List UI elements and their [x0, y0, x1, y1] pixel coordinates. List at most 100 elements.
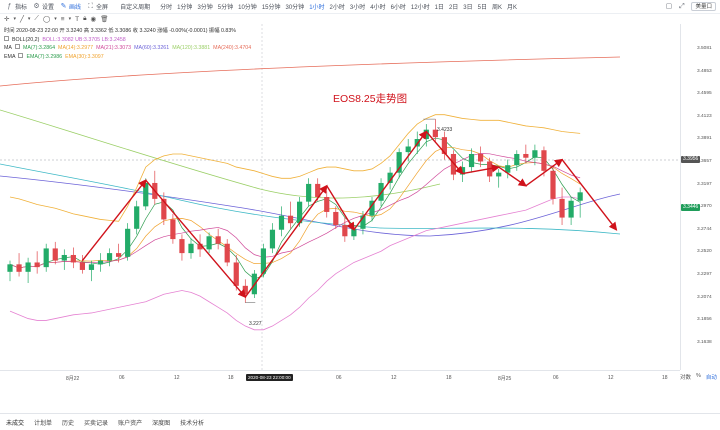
period-option[interactable]: 3日 — [463, 5, 473, 11]
time-label: 12 — [174, 375, 180, 381]
chevron-down-icon[interactable]: ▾ — [54, 16, 57, 22]
period-option[interactable]: 2日 — [448, 5, 459, 11]
expand-icon[interactable]: ⤢ — [679, 3, 685, 10]
visibility-checkbox[interactable] — [18, 52, 24, 58]
period-option[interactable]: 4小时 — [370, 5, 386, 11]
price-axis[interactable]: 3.5081 3.4853 3.4595 3.4123 3.3891 3.3657 3.31… — [680, 24, 720, 370]
trend-arrow — [462, 164, 501, 175]
period-option[interactable]: 1小时 — [309, 5, 325, 11]
ohlc-readout: 时间 2020-08-23 22:00 开 3.3240 高 3.3362 低 … — [4, 27, 251, 36]
chevron-down-icon[interactable]: ▾ — [27, 16, 31, 22]
period-option[interactable]: 15分钟 — [261, 5, 281, 11]
draw-line-button[interactable]: ✎ 画线 — [60, 2, 81, 11]
camera-icon[interactable]: ▢ — [665, 3, 673, 10]
ma-value: MA(7):3.2864 — [22, 45, 56, 51]
candle-body — [568, 200, 574, 218]
eye-icon[interactable]: ◉ — [90, 16, 97, 23]
text-tool-icon[interactable]: T — [75, 15, 80, 23]
boll-legend[interactable]: BOLL(20,2) BOLL:3.3082 UB:3.3705 LB:3.24… — [4, 35, 251, 45]
crosshair-icon[interactable]: ✛ — [4, 16, 10, 23]
trend-arrow — [425, 131, 464, 175]
settings-button[interactable]: ⚙ 设置 — [33, 2, 54, 11]
bottom-tab[interactable]: 技术分析 — [180, 420, 205, 427]
period-option[interactable]: 1分钟 — [177, 5, 193, 11]
candle-body — [97, 260, 104, 265]
price-tick: 3.2297 — [697, 272, 712, 277]
bottom-tab[interactable]: 历史 — [62, 420, 75, 427]
time-axis[interactable]: 8月22 06 12 18 2020-08-23 22:00:00 06 12 18 8月25 0… — [0, 370, 680, 384]
bottom-tab[interactable]: 深度图 — [152, 420, 171, 427]
period-option[interactable]: 30分钟 — [285, 5, 305, 11]
period-option[interactable]: 周K — [491, 5, 502, 11]
custom-period-button[interactable]: 自定义周期 — [120, 2, 150, 11]
candle-body — [170, 219, 176, 240]
period-option[interactable]: 12小时 — [410, 5, 430, 11]
bottom-tab[interactable]: 账户资产 — [118, 420, 143, 427]
visibility-checkbox[interactable] — [14, 44, 20, 49]
ray-tool-icon[interactable]: ⟋ — [34, 15, 39, 22]
ma60b-line — [0, 163, 621, 235]
period-option[interactable]: 10分钟 — [238, 5, 257, 11]
ma14-line — [9, 146, 581, 269]
boll-name: BOLL(20,2) — [12, 36, 40, 43]
period-option[interactable]: 1日 — [434, 5, 444, 11]
percent-toggle[interactable]: % — [696, 373, 701, 379]
candle-body — [441, 137, 447, 154]
last-price-tag: 3.3446 — [681, 204, 701, 211]
ema-legend[interactable]: EMA EMA(7):3.2986 EMA(30):3.3097 — [4, 52, 251, 62]
auto-scale-toggle[interactable]: 自动 — [705, 375, 717, 381]
circle-tool-icon[interactable]: ◯ — [42, 16, 51, 23]
lock-icon[interactable]: 🔒︎ — [83, 15, 87, 22]
ma240-line — [0, 56, 621, 87]
indicator-label: 指标 — [15, 5, 28, 11]
trend-arrow — [244, 184, 328, 298]
fib-tool-icon[interactable]: ≡ — [60, 15, 65, 23]
candle-body — [297, 201, 303, 224]
high-price-label: 3.4233 — [437, 127, 453, 133]
ma-legend[interactable]: MA MA(7):3.2864 MA(14):3.2977 MA(21):3.307… — [4, 44, 251, 53]
period-selector: 分时 1分钟 3分钟 5分钟 10分钟 15分钟 30分钟 1小时 2小时 3小时 4小时 6小时 12… — [160, 2, 522, 11]
time-label: 8月25 — [498, 376, 512, 382]
ma21-line — [9, 153, 581, 269]
log-scale-toggle[interactable]: 对数 — [680, 375, 692, 381]
ma-value: MA(120):3.3881 — [172, 45, 211, 51]
ma-value: MA(21):3.3073 — [96, 45, 132, 51]
period-option[interactable]: 3分钟 — [197, 5, 213, 11]
crosshair-price-tag: 3.3956 — [681, 156, 701, 163]
period-option[interactable]: 2小时 — [329, 5, 345, 11]
candle-body — [88, 264, 95, 270]
ma-value: MA(60):3.3261 — [134, 45, 170, 51]
candle-body — [61, 254, 67, 261]
gear-icon: ⚙ — [33, 3, 40, 10]
trend-arrow — [561, 159, 618, 231]
period-option[interactable]: 6小时 — [390, 5, 406, 11]
period-option[interactable]: 分时 — [160, 5, 173, 11]
chart-toolbar: ƒ 指标 ⚙ 设置 ✎ 画线 ⛶ 全屏 自定义周期 分时 1分钟 3分钟 5分钟 10分… — [0, 0, 720, 14]
period-option[interactable]: 月K — [506, 5, 517, 11]
indicator-button[interactable]: ƒ 指标 — [6, 2, 27, 11]
fullscreen-button[interactable]: ⛶ 全屏 — [87, 2, 108, 11]
ma7-line — [9, 137, 581, 280]
candlestick-chart[interactable] — [0, 24, 680, 370]
bottom-tab[interactable]: 未成交 — [6, 420, 25, 427]
period-option[interactable]: 5分钟 — [217, 5, 234, 11]
period-option[interactable]: 5日 — [477, 5, 487, 11]
line-tool-icon[interactable]: ╱ — [19, 16, 24, 23]
candle-body — [287, 215, 294, 224]
period-option[interactable]: 3小时 — [349, 5, 366, 11]
time-label: 06 — [119, 375, 125, 381]
candle-body — [306, 183, 312, 202]
volume-select[interactable]: 美量口 — [691, 2, 716, 11]
bottom-tab[interactable]: 计划单 — [34, 420, 53, 427]
chevron-down-icon[interactable]: ▾ — [68, 16, 72, 22]
visibility-checkbox[interactable] — [4, 35, 9, 41]
trend-arrow — [525, 158, 564, 187]
chevron-down-icon[interactable]: ▾ — [13, 16, 16, 22]
candle-body — [134, 206, 140, 229]
candle-body — [197, 243, 203, 250]
time-label: 8月22 — [66, 376, 80, 382]
trash-icon[interactable]: 🗑︎ — [100, 16, 109, 23]
candle-body — [387, 172, 393, 183]
candle-body — [432, 129, 438, 138]
bottom-tab[interactable]: 买卖记录 — [84, 420, 109, 427]
